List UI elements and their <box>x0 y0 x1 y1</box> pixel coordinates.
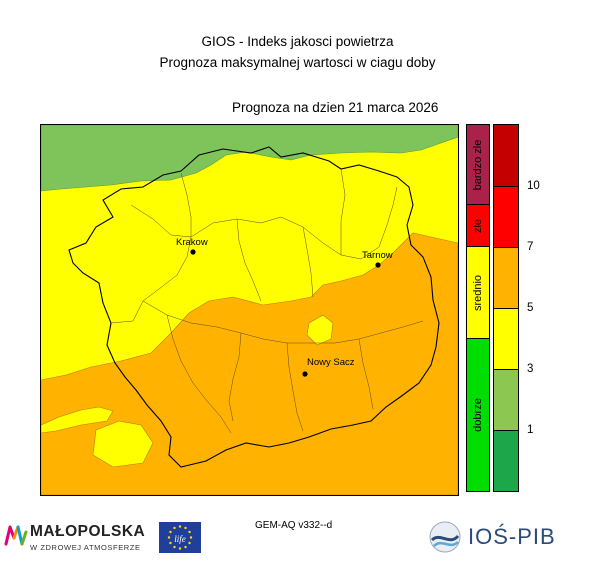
city-tarnow-marker <box>375 262 381 268</box>
legend-scale-bar <box>493 124 519 492</box>
city-krakow-label: Krakow <box>176 237 208 248</box>
eu-star <box>173 545 176 549</box>
eu-star <box>169 530 172 534</box>
eu-stars-icon: life <box>167 525 193 550</box>
city-krakow: Krakow <box>176 237 208 255</box>
legend-scale-segment-10 <box>494 125 518 187</box>
city-nowy-sacz-marker <box>302 371 308 377</box>
malopolska-tagline: W ZDROWEJ ATMOSFERZE <box>30 543 141 552</box>
eu-star <box>178 525 182 528</box>
malopolska-m-icon <box>4 525 28 546</box>
forecast-map-svg: Krakow Tarnow Nowy Sacz <box>41 125 458 495</box>
model-version-label: GEM-AQ v332--d <box>255 520 333 531</box>
legend-category-dobrze: dobrze <box>467 339 489 491</box>
city-tarnow-label: Tarnow <box>362 250 393 261</box>
eu-star <box>169 541 172 545</box>
legend-scale-segment-0 <box>494 431 518 491</box>
malopolska-name: MAŁOPOLSKA <box>30 523 146 540</box>
legend-scale-segment-3 <box>494 309 518 370</box>
map-subtitle: Prognoza maksymalnej wartosci w ciagu do… <box>159 55 436 70</box>
legend-tick-3: 3 <box>527 363 534 375</box>
legend-category-srednio-label: srednio <box>472 274 484 311</box>
legend-category-bar: bardzo zle zle srednio dobrze <box>466 124 490 492</box>
legend-category-bardzo-zle-label: bardzo zle <box>472 139 484 190</box>
eu-life-logo: life <box>159 522 201 553</box>
eu-star <box>184 526 187 530</box>
voivodeship-border <box>68 146 440 468</box>
eu-star <box>173 526 176 530</box>
city-nowy-sacz-label: Nowy Sacz <box>307 357 355 368</box>
legend-tick-5: 5 <box>527 302 534 314</box>
region-orange-south <box>41 232 458 495</box>
iospib-emblem-icon <box>429 521 461 553</box>
legend-scale-segment-7 <box>494 187 518 248</box>
eu-star <box>189 536 193 539</box>
city-krakow-marker <box>190 249 196 255</box>
eu-star <box>178 547 182 550</box>
legend-tick-1: 1 <box>527 424 534 436</box>
malopolska-logo: MAŁOPOLSKA W ZDROWEJ ATMOSFERZE <box>4 520 149 560</box>
eu-life-text: life <box>174 534 186 544</box>
legend-tick-7: 7 <box>527 241 534 253</box>
region-green-north <box>41 125 458 192</box>
forecast-map: Krakow Tarnow Nowy Sacz <box>40 124 459 496</box>
eu-star <box>188 541 191 545</box>
legend-category-bardzo-zle: bardzo zle <box>467 125 489 205</box>
legend-category-srednio: srednio <box>467 247 489 339</box>
region-yellow-island-east <box>306 314 334 346</box>
legend-tick-10: 10 <box>527 180 540 192</box>
legend-category-zle: zle <box>467 205 489 247</box>
iospib-name: IOŚ-PIB <box>468 524 556 549</box>
legend-category-zle-label: zle <box>472 218 484 233</box>
forecast-date: Prognoza na dzien 21 marca 2026 <box>232 100 439 115</box>
iospib-logo: IOŚ-PIB <box>428 520 568 556</box>
eu-star <box>188 530 191 534</box>
legend-scale-segment-5 <box>494 248 518 309</box>
legend-scale-segment-1 <box>494 370 518 431</box>
eu-star <box>184 545 187 549</box>
city-nowy-sacz: Nowy Sacz <box>302 357 355 377</box>
eu-star <box>167 536 171 539</box>
county-borders <box>110 168 424 434</box>
region-yellow-strip-southwest <box>41 406 114 434</box>
region-yellow-island-south <box>92 420 154 468</box>
city-tarnow: Tarnow <box>362 250 393 268</box>
map-title: GIOS - Indeks jakosci powietrza <box>201 34 394 49</box>
legend-category-dobrze-label: dobrze <box>472 398 484 432</box>
